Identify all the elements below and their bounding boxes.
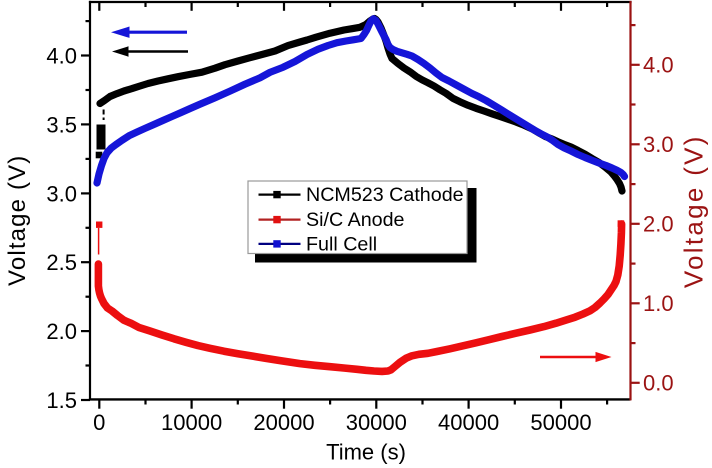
svg-text:Time (s): Time (s) (326, 440, 406, 465)
svg-text:40000: 40000 (438, 410, 499, 435)
svg-text:2.0: 2.0 (46, 319, 77, 344)
svg-text:20000: 20000 (253, 410, 314, 435)
svg-text:0: 0 (93, 410, 105, 435)
svg-text:1.0: 1.0 (643, 291, 674, 316)
svg-text:2.0: 2.0 (643, 212, 674, 237)
svg-text:Si/C Anode: Si/C Anode (306, 209, 405, 231)
svg-text:NCM523 Cathode: NCM523 Cathode (306, 184, 464, 206)
svg-text:1.5: 1.5 (46, 388, 77, 413)
svg-text:4.0: 4.0 (46, 43, 77, 68)
svg-text:Full Cell: Full Cell (306, 234, 377, 256)
svg-text:3.0: 3.0 (46, 181, 77, 206)
svg-text:2.5: 2.5 (46, 250, 77, 275)
svg-text:4.0: 4.0 (643, 53, 674, 78)
svg-text:30000: 30000 (346, 410, 407, 435)
svg-text:3.5: 3.5 (46, 112, 77, 137)
svg-text:3.0: 3.0 (643, 132, 674, 157)
svg-text:50000: 50000 (530, 410, 591, 435)
svg-text:Voltage (V): Voltage (V) (4, 155, 31, 286)
svg-text:10000: 10000 (161, 410, 222, 435)
svg-text:0.0: 0.0 (643, 371, 674, 396)
svg-text:Voltage (V): Voltage (V) (679, 134, 709, 288)
